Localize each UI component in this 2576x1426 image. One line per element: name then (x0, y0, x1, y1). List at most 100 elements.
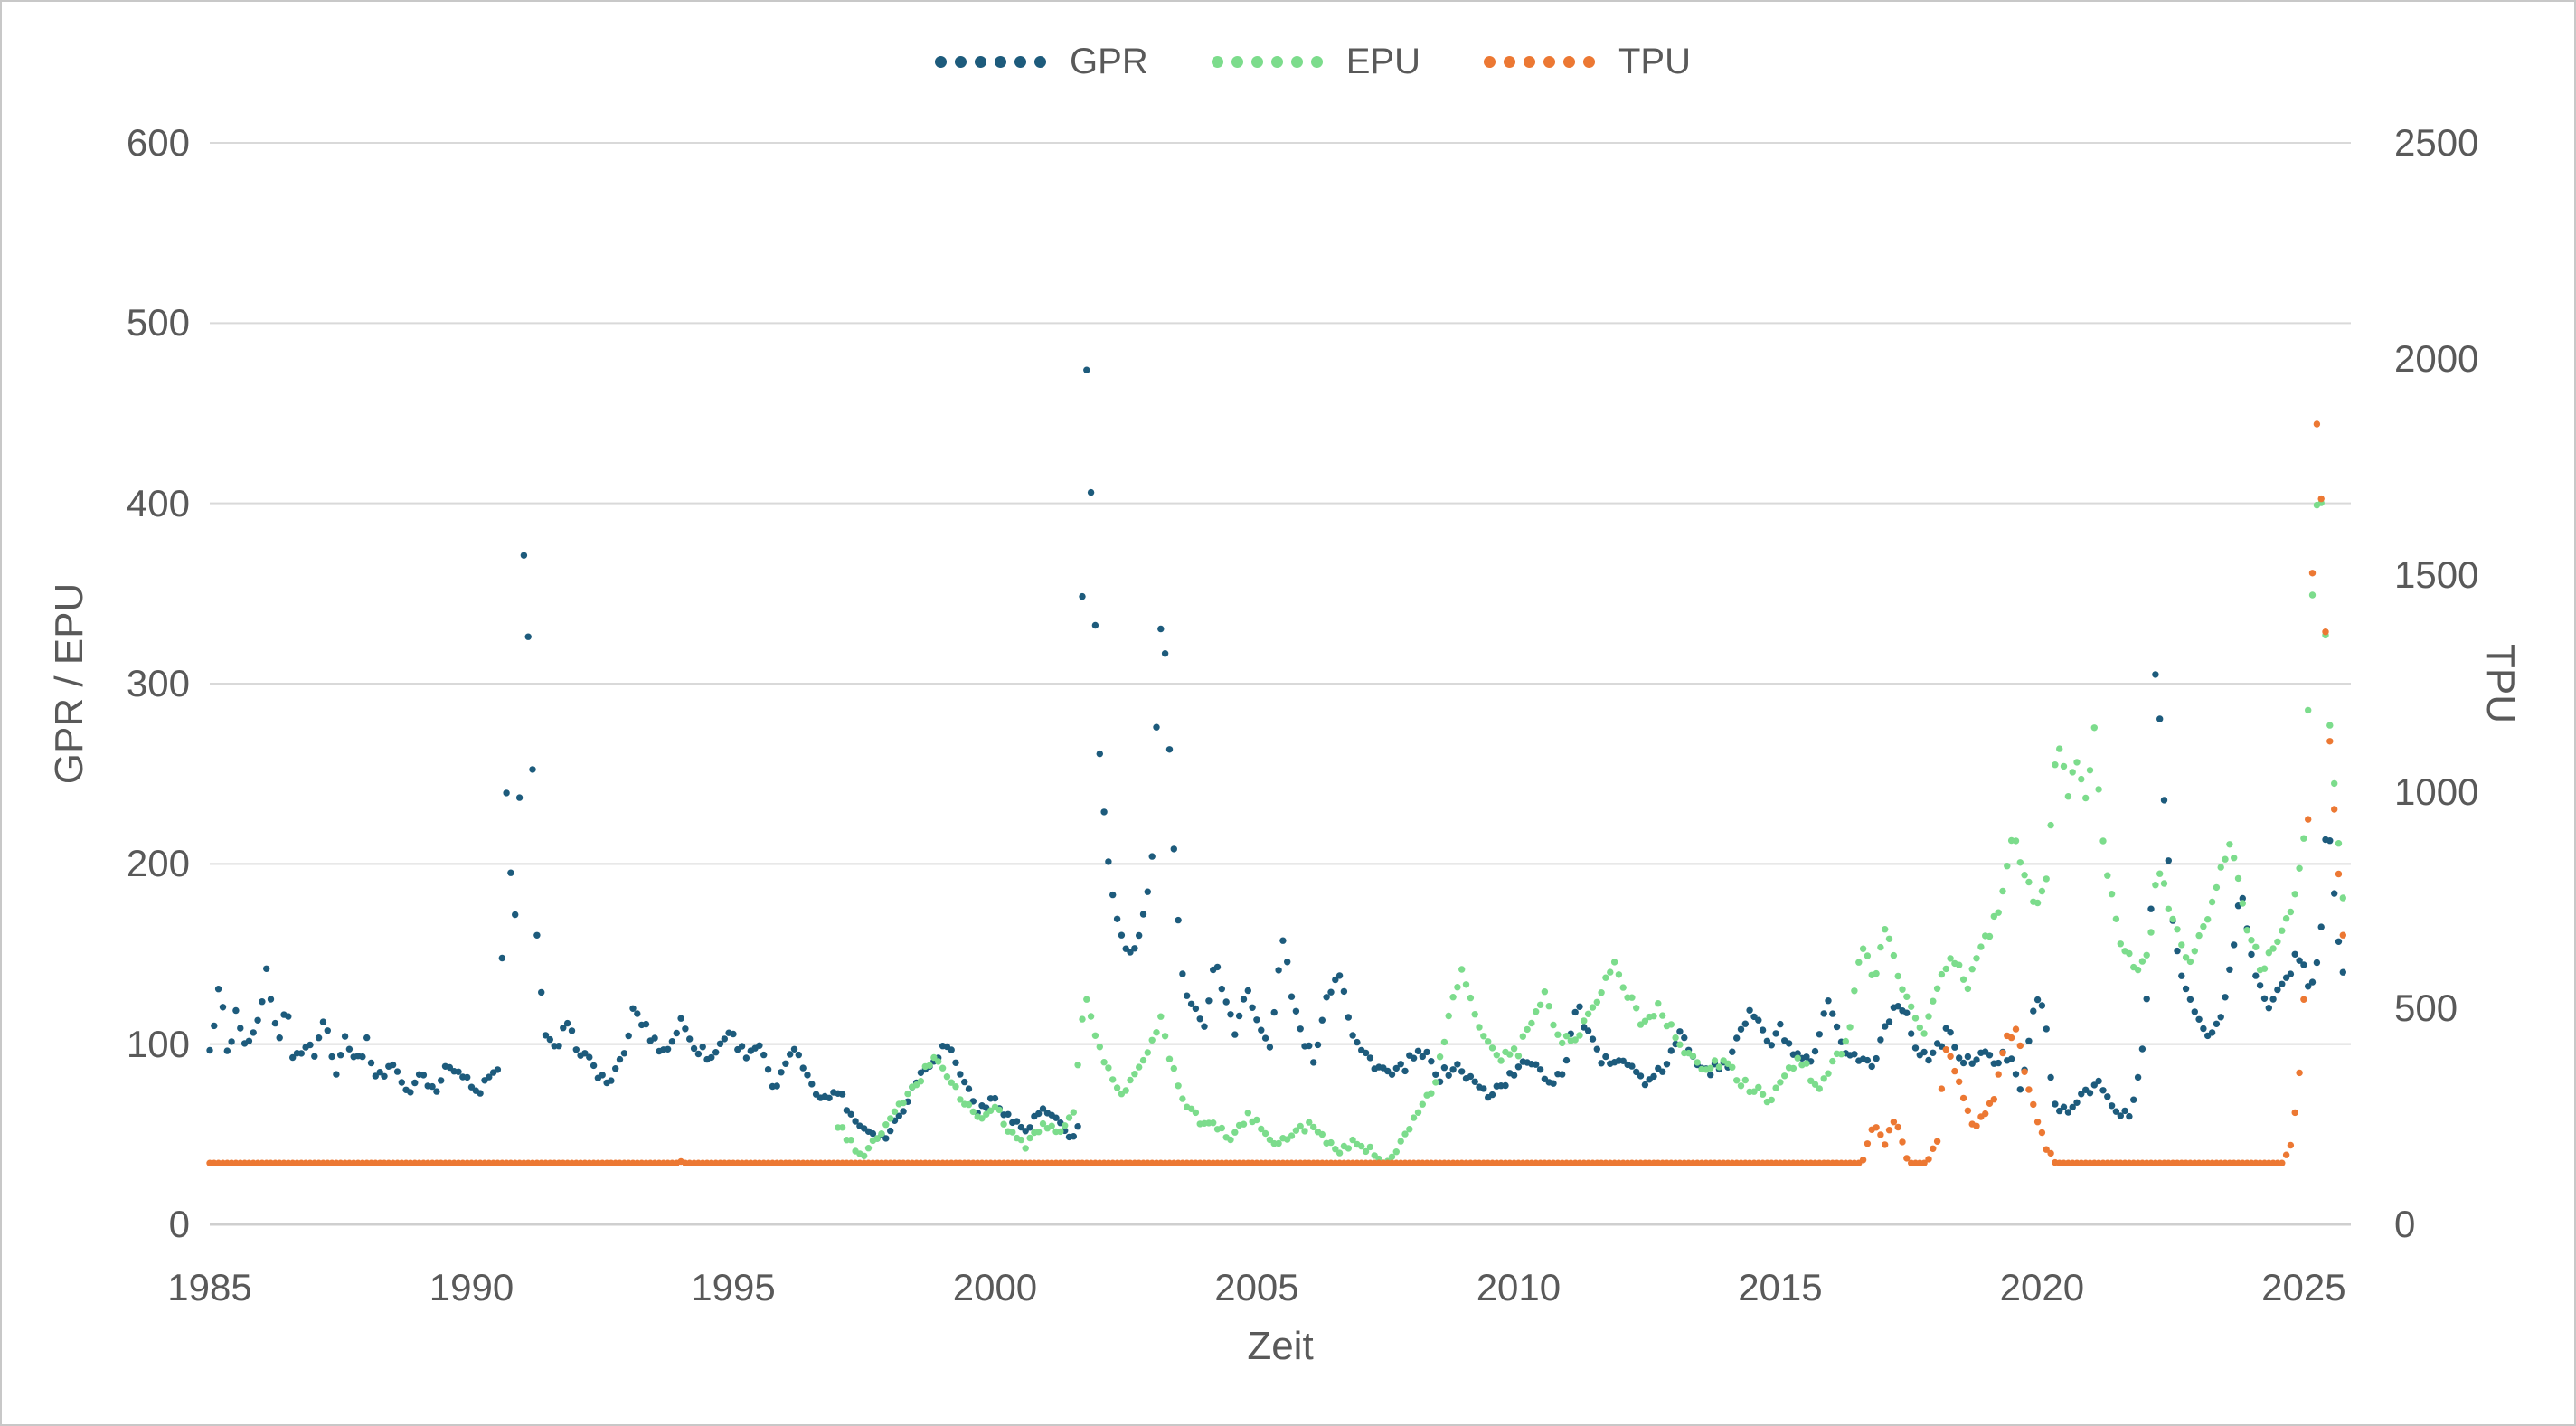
data-point-epu (2064, 793, 2072, 800)
legend-item-epu: EPU (1211, 42, 1420, 82)
data-point-gpr (254, 1016, 261, 1025)
data-point-epu (904, 1090, 911, 1098)
data-point-epu (986, 1107, 995, 1115)
legend-item-gpr: GPR (935, 42, 1148, 82)
data-point-gpr (1161, 650, 1169, 657)
data-point-gpr (1663, 1061, 1671, 1068)
data-point-epu (2156, 870, 2164, 877)
data-point-gpr (1851, 1051, 1858, 1058)
data-point-epu (2279, 927, 2286, 934)
data-point-epu (1855, 959, 1863, 966)
data-point-tpu (1903, 1155, 1911, 1162)
data-point-tpu (1885, 1127, 1893, 1134)
data-point-gpr (389, 1061, 397, 1069)
data-point-epu (1864, 952, 1872, 959)
data-point-epu (1131, 1071, 1138, 1078)
data-point-gpr (773, 1082, 780, 1090)
data-point-tpu (2007, 1034, 2015, 1042)
data-point-epu (2182, 954, 2190, 961)
data-point-tpu (2331, 806, 2338, 813)
data-point-tpu (2322, 628, 2329, 636)
data-point-epu (1930, 997, 1937, 1005)
data-point-gpr (965, 1085, 973, 1092)
data-point-epu (1615, 971, 1623, 978)
data-point-epu (2126, 949, 2133, 958)
data-point-epu (1641, 1017, 1649, 1025)
x-axis-tick-label: 2010 (1476, 1266, 1562, 1308)
data-point-epu (939, 1064, 947, 1072)
data-point-gpr (2012, 1071, 2020, 1078)
data-point-gpr (2296, 957, 2303, 964)
data-point-epu (1244, 1110, 1252, 1117)
data-point-epu (891, 1108, 899, 1116)
data-point-epu (1789, 1064, 1798, 1072)
data-point-gpr (2112, 1108, 2120, 1115)
data-point-gpr (1052, 1114, 1060, 1121)
data-point-epu (2186, 958, 2194, 966)
data-point-gpr (1131, 945, 1138, 952)
data-point-gpr (237, 1025, 244, 1032)
data-point-epu (1973, 955, 1980, 962)
data-point-gpr (1741, 1020, 1750, 1027)
data-point-tpu (2025, 1086, 2033, 1093)
data-point-epu (1593, 998, 1601, 1006)
data-point-gpr (1017, 1123, 1025, 1131)
data-point-gpr (2331, 890, 2338, 897)
data-point-gpr (961, 1078, 968, 1086)
data-point-gpr (2248, 950, 2255, 959)
data-point-gpr (1349, 1032, 1356, 1039)
data-point-gpr (1005, 1110, 1012, 1119)
data-point-gpr (2130, 1096, 2137, 1103)
data-point-gpr (1401, 1067, 1409, 1075)
data-point-epu (1659, 1012, 1666, 1019)
data-point-epu (1968, 966, 1976, 973)
data-point-gpr (1258, 1026, 1265, 1034)
data-point-tpu (2047, 1149, 2054, 1157)
data-point-epu (1497, 1057, 1505, 1064)
data-point-gpr (1397, 1061, 1404, 1068)
data-point-gpr (341, 1033, 349, 1040)
data-point-epu (1261, 1129, 1269, 1138)
data-point-epu (1170, 1064, 1178, 1072)
data-point-epu (1851, 987, 1858, 995)
data-point-epu (2260, 965, 2269, 972)
data-point-epu (1942, 965, 1949, 973)
data-point-tpu (1920, 1159, 1928, 1166)
data-point-epu (1794, 1054, 1801, 1062)
data-point-gpr (694, 1050, 703, 1058)
data-point-gpr (1589, 1035, 1597, 1043)
data-point-epu (2086, 767, 2094, 774)
data-point-tpu (1986, 1100, 1994, 1108)
data-point-gpr (2126, 1112, 2133, 1120)
data-point-gpr (2121, 1107, 2128, 1115)
data-point-epu (1292, 1127, 1300, 1134)
data-point-gpr (477, 1090, 484, 1097)
data-point-gpr (2052, 1100, 2059, 1108)
data-point-epu (2056, 745, 2063, 752)
data-point-gpr (1157, 625, 1165, 633)
data-point-gpr (1536, 1066, 1544, 1073)
data-point-tpu (2030, 1100, 2037, 1109)
data-point-gpr (2033, 996, 2042, 1004)
data-point-epu (2060, 762, 2068, 770)
data-point-gpr (721, 1035, 728, 1043)
data-point-epu (2078, 775, 2085, 783)
x-axis-tick-label: 2025 (2261, 1266, 2346, 1308)
data-point-epu (1079, 1015, 1086, 1023)
data-point-tpu (1942, 1046, 1949, 1053)
data-point-gpr (2279, 980, 2286, 988)
data-point-gpr (1471, 1078, 1478, 1086)
data-point-tpu (1947, 1053, 1954, 1061)
data-point-epu (2138, 958, 2147, 965)
data-point-epu (1480, 1033, 1487, 1040)
data-point-gpr (1445, 1072, 1452, 1080)
data-point-gpr (2117, 1112, 2124, 1119)
data-point-gpr (2143, 996, 2150, 1003)
data-point-gpr (1794, 1050, 1801, 1057)
data-point-gpr (1825, 997, 1832, 1005)
data-point-gpr (1598, 1060, 1605, 1067)
data-point-epu (1192, 1109, 1200, 1117)
data-point-gpr (455, 1068, 462, 1076)
data-point-gpr (1388, 1071, 1396, 1079)
data-point-gpr (2064, 1109, 2072, 1116)
